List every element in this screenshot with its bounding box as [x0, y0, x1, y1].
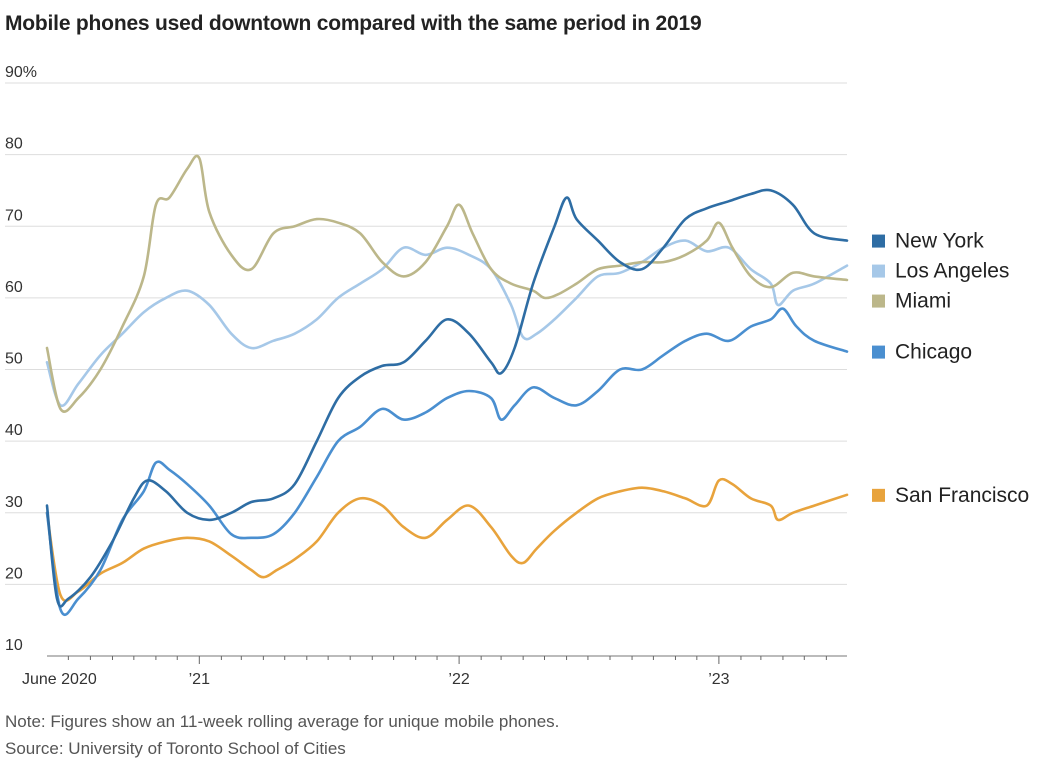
- y-axis-ticks: 90% 80 70 60 50 40 30 20 10: [5, 64, 37, 654]
- series-lines: [45, 154, 849, 617]
- y-tick-label: 50: [5, 351, 23, 368]
- legend: New York Los Angeles Miami Chicago San Franc…: [872, 230, 1029, 507]
- x-tick-label: ’22: [448, 671, 469, 688]
- chart-title: Mobile phones used downtown compared wit…: [5, 12, 702, 35]
- y-tick-label: 30: [5, 494, 23, 511]
- x-tick-label: ’23: [708, 671, 729, 688]
- legend-label-new-york: New York: [895, 230, 984, 253]
- legend-label-miami: Miami: [895, 290, 951, 313]
- chart-source: Source: University of Toronto School of …: [5, 739, 346, 758]
- gridlines: [5, 82, 847, 585]
- x-tick-label: ’21: [189, 671, 210, 688]
- series-line-san-francisco: [45, 477, 849, 603]
- legend-label-chicago: Chicago: [895, 341, 972, 364]
- x-tick-label: June 2020: [22, 671, 97, 688]
- series-line-miami: [45, 154, 849, 413]
- legend-swatch-miami: [872, 294, 885, 308]
- y-tick-label: 70: [5, 207, 23, 224]
- legend-swatch-san-francisco: [872, 488, 885, 502]
- legend-label-los-angeles: Los Angeles: [895, 260, 1009, 283]
- x-axis: June 2020 ’21 ’22 ’23: [22, 655, 847, 688]
- legend-swatch-chicago: [872, 345, 885, 359]
- series-line-los-angeles: [45, 239, 849, 408]
- y-tick-label: 40: [5, 422, 23, 439]
- y-tick-label: 60: [5, 279, 23, 296]
- legend-swatch-los-angeles: [872, 264, 885, 278]
- legend-label-san-francisco: San Francisco: [895, 484, 1029, 507]
- series-line-chicago: [45, 307, 849, 617]
- y-tick-label: 10: [5, 637, 23, 654]
- y-tick-label: 80: [5, 136, 23, 153]
- chart-note: Note: Figures show an 11-week rolling av…: [5, 712, 560, 731]
- y-tick-label: 20: [5, 565, 23, 582]
- legend-swatch-new-york: [872, 234, 885, 248]
- series-line-new-york: [45, 188, 849, 608]
- y-tick-label: 90%: [5, 64, 37, 81]
